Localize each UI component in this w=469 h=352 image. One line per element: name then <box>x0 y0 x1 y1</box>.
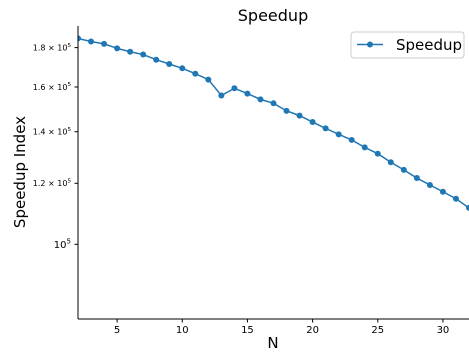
data-point <box>374 150 381 157</box>
data-point <box>400 166 407 173</box>
data-point <box>257 96 264 103</box>
data-point <box>244 90 251 97</box>
data-point <box>101 40 108 47</box>
data-point <box>140 51 147 58</box>
legend-box <box>350 31 465 59</box>
chart-title: Speedup <box>238 6 308 25</box>
data-point <box>179 65 186 72</box>
data-point <box>270 100 277 107</box>
data-point <box>231 85 238 92</box>
data-point <box>114 45 121 52</box>
data-point <box>335 131 342 138</box>
x-tick-label: 5 <box>114 325 120 336</box>
x-axis-label: N <box>267 334 278 352</box>
data-point <box>166 60 173 67</box>
data-point <box>413 175 420 182</box>
series-layer <box>78 35 469 211</box>
data-point <box>466 204 469 211</box>
y-axis-label: Speedup Index <box>11 116 29 228</box>
y-tick-label: 1.8 × 105 <box>33 43 72 53</box>
y-axis-ticks: 105 1.2 × 105 1.4 × 105 1.6 × 105 1.8 × 105 <box>33 43 78 251</box>
x-tick-label: 15 <box>241 325 254 336</box>
legend-label: Speedup <box>396 36 462 54</box>
data-point <box>296 112 303 119</box>
data-point <box>78 35 81 42</box>
series-line-0 <box>78 37 469 209</box>
y-tick-label: 1.4 × 105 <box>33 127 72 137</box>
y-tick-label: 105 <box>54 237 71 251</box>
data-point <box>439 188 446 195</box>
data-point <box>348 136 355 143</box>
axes <box>77 26 469 320</box>
x-axis-ticks: 5 10 15 20 25 30 <box>114 319 449 336</box>
data-point <box>322 125 329 132</box>
legend: Speedup <box>350 31 465 59</box>
x-tick-label: 25 <box>371 325 384 336</box>
y-tick-label: 1.6 × 105 <box>33 82 72 92</box>
legend-marker-swatch <box>367 41 373 48</box>
data-point <box>88 38 95 45</box>
data-point <box>361 144 368 151</box>
data-point <box>153 56 160 63</box>
data-point <box>452 195 459 202</box>
data-point <box>192 70 199 77</box>
data-point <box>127 48 134 55</box>
y-tick-label: 1.2 × 105 <box>33 178 72 188</box>
data-point <box>426 181 433 188</box>
data-point <box>309 119 316 126</box>
x-tick-label: 10 <box>176 325 189 336</box>
data-point <box>283 107 290 114</box>
data-point <box>387 159 394 166</box>
x-tick-label: 20 <box>306 325 319 336</box>
x-tick-label: 30 <box>437 325 450 336</box>
data-point <box>205 76 212 83</box>
data-point <box>218 92 225 99</box>
